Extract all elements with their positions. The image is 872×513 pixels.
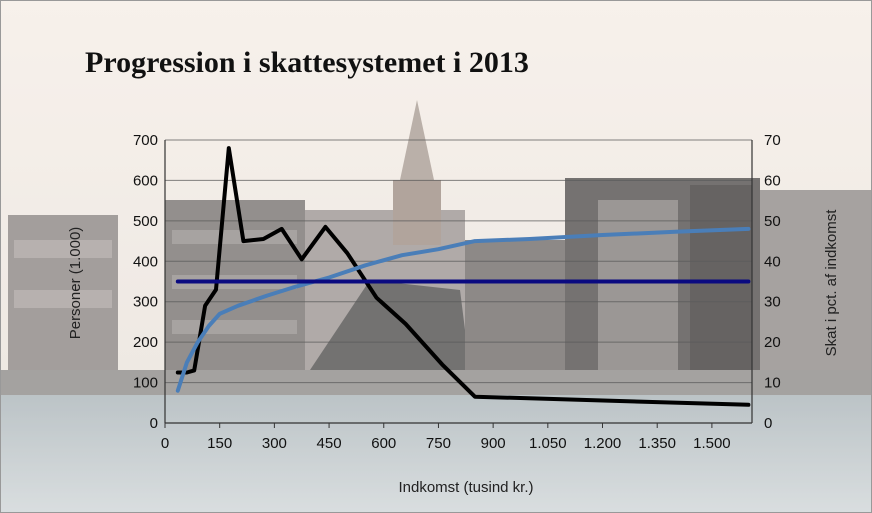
y-left-tick-label: 700 bbox=[133, 132, 158, 149]
plot-area: 0 150 300 450 600 750 900 1.050 1.200 1.350 1.5000… bbox=[133, 132, 781, 452]
x-tick-label: 1.050 bbox=[529, 435, 567, 452]
y-left-tick-label: 400 bbox=[133, 253, 158, 270]
x-tick-label: 750 bbox=[426, 435, 451, 452]
y-left-tick-label: 300 bbox=[133, 294, 158, 311]
x-tick-label: 1.200 bbox=[584, 435, 622, 452]
y-left-tick-label: 500 bbox=[133, 213, 158, 230]
y-right-tick-label: 60 bbox=[764, 172, 781, 189]
x-axis-label: Indkomst (tusind kr.) bbox=[398, 479, 533, 496]
y-left-tick-label: 600 bbox=[133, 172, 158, 189]
y-left-tick-label: 0 bbox=[150, 415, 158, 432]
x-tick-label: 150 bbox=[207, 435, 232, 452]
y-right-tick-label: 10 bbox=[764, 375, 781, 392]
y-axis-left-label: Personer (1.000) bbox=[67, 227, 84, 340]
y-left-tick-label: 100 bbox=[133, 375, 158, 392]
x-tick-label: 900 bbox=[481, 435, 506, 452]
y-right-tick-label: 30 bbox=[764, 294, 781, 311]
y-right-tick-label: 40 bbox=[764, 253, 781, 270]
persons-series-line bbox=[175, 146, 751, 407]
y-left-tick-label: 200 bbox=[133, 334, 158, 351]
tax-rate-series-line bbox=[175, 226, 751, 393]
x-tick-label: 0 bbox=[161, 435, 169, 452]
y-right-tick-label: 50 bbox=[764, 213, 781, 230]
x-tick-label: 1.350 bbox=[638, 435, 676, 452]
y-right-tick-label: 20 bbox=[764, 334, 781, 351]
y-right-tick-label: 0 bbox=[764, 415, 772, 432]
y-right-tick-label: 70 bbox=[764, 132, 781, 149]
x-tick-label: 300 bbox=[262, 435, 287, 452]
chart-title: Progression i skattesystemet i 2013 bbox=[85, 46, 529, 79]
x-tick-label: 600 bbox=[371, 435, 396, 452]
y-axis-right-label: Skat i pct. af indkomst bbox=[823, 209, 840, 357]
x-tick-label: 450 bbox=[317, 435, 342, 452]
x-tick-label: 1.500 bbox=[693, 435, 731, 452]
